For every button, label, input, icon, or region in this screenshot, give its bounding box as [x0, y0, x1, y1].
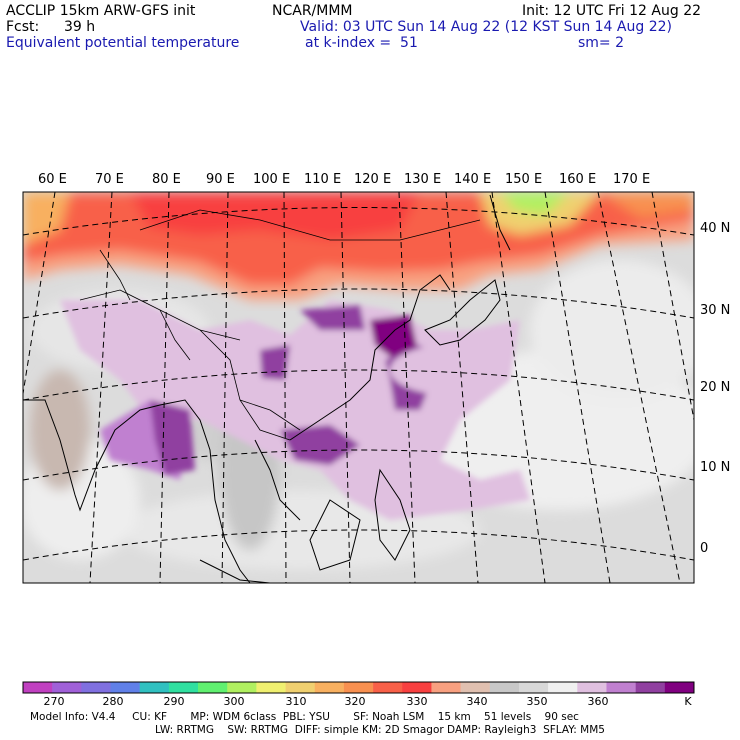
- colorbar-tick: 350: [526, 695, 548, 708]
- lon-label: 80 E: [152, 172, 181, 187]
- model-title: ACCLIP 15km ARW-GFS init: [6, 3, 196, 19]
- colorbar-tick: 270: [43, 695, 65, 708]
- map-frame: [22, 191, 695, 584]
- colorbar-swatch: [81, 682, 111, 693]
- colorbar-swatch: [489, 682, 520, 693]
- center-label: NCAR/MMM: [272, 3, 353, 19]
- lat-label: 40 N: [700, 221, 731, 236]
- colorbar-tick: 360: [587, 695, 609, 708]
- lon-label: 160 E: [559, 172, 597, 187]
- valid-time: Valid: 03 UTC Sun 14 Aug 22 (12 KST Sun …: [300, 19, 672, 35]
- colorbar-swatch: [460, 682, 491, 693]
- lon-label: 60 E: [38, 172, 67, 187]
- colorbar-swatch: [635, 682, 666, 693]
- colorbar-swatch: [373, 682, 403, 693]
- lat-label: 0: [700, 541, 709, 556]
- lon-label: 120 E: [354, 172, 392, 187]
- colorbar-swatch: [110, 682, 140, 693]
- colorbar-swatch: [198, 682, 228, 693]
- colorbar-swatch: [139, 682, 170, 693]
- colorbar-swatch: [343, 682, 374, 693]
- init-time: Init: 12 UTC Fri 12 Aug 22: [522, 3, 702, 19]
- lat-label: 10 N: [700, 460, 731, 475]
- colorbar-tick: 280: [102, 695, 124, 708]
- colorbar-swatch: [227, 682, 257, 693]
- colorbar-swatch: [548, 682, 578, 693]
- model-info-line1: Model Info: V4.4 CU: KF MP: WDM 6class P…: [30, 711, 579, 723]
- lon-label: 170 E: [613, 172, 651, 187]
- colorbar-swatch: [431, 682, 461, 693]
- graticule: [23, 192, 694, 583]
- colorbar-swatch: [664, 682, 695, 693]
- colorbar-swatch: [402, 682, 432, 693]
- country-borders: [79, 209, 481, 441]
- colorbar-swatch: [606, 682, 636, 693]
- colorbar-swatch: [314, 682, 345, 693]
- colorbar-swatch: [23, 682, 53, 693]
- colorbar-tick: 300: [223, 695, 245, 708]
- model-info-line2: LW: RRTMG SW: RRTMG DIFF: simple KM: 2D …: [155, 724, 605, 736]
- forecast-hour: 39 h: [64, 19, 96, 35]
- lon-label: 100 E: [253, 172, 291, 187]
- field-shading: [23, 192, 694, 583]
- lon-label: 110 E: [304, 172, 342, 187]
- colorbar-tick: 310: [285, 695, 307, 708]
- lat-label: 20 N: [700, 380, 731, 395]
- colorbar-frame: [22, 681, 695, 694]
- colorbar-swatch: [168, 682, 199, 693]
- colorbar-swatch: [52, 682, 82, 693]
- colorbar-swatch: [577, 682, 607, 693]
- coastlines: [23, 194, 511, 583]
- colorbar-tick: 340: [466, 695, 488, 708]
- colorbar-swatch: [518, 682, 549, 693]
- forecast-label: Fcst:: [6, 19, 40, 35]
- colorbar-unit: K: [684, 695, 692, 708]
- colorbar-tick: 330: [406, 695, 428, 708]
- lon-label: 150 E: [505, 172, 543, 187]
- colorbar-tick: 320: [344, 695, 366, 708]
- lat-label: 30 N: [700, 303, 731, 318]
- colorbar-swatch: [256, 682, 286, 693]
- field-name: Equivalent potential temperature: [6, 35, 240, 51]
- colorbar-tick: 290: [163, 695, 185, 708]
- lon-label: 140 E: [454, 172, 492, 187]
- colorbar: [22, 681, 695, 694]
- lon-label: 70 E: [95, 172, 124, 187]
- lon-label: 130 E: [404, 172, 442, 187]
- level-index: at k-index = 51: [305, 35, 418, 51]
- smoothing: sm= 2: [578, 35, 625, 51]
- colorbar-swatch: [285, 682, 316, 693]
- lon-label: 90 E: [206, 172, 235, 187]
